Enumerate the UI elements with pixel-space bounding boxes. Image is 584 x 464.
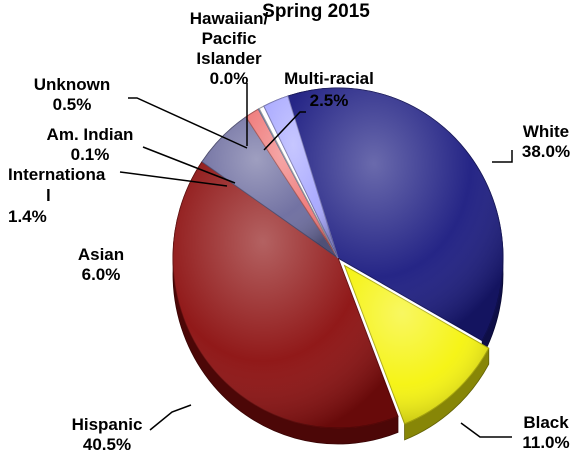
- slice-hawaiian-pacific-islander-label: Hawaiian/Pacific Islander: [190, 9, 269, 68]
- slice-hispanic-value-label: 40.5%: [83, 435, 131, 454]
- slice-international-leader-line: [119, 171, 228, 187]
- slice-international-label: Internationa l: [8, 165, 106, 205]
- slice-white-label: White: [523, 122, 569, 141]
- slice-hawaiian-pacific-islander-value-label: 0.0%: [210, 69, 249, 88]
- slice-asian-shading: [201, 116, 338, 258]
- chart-title: Spring 2015: [262, 1, 370, 22]
- slice-hispanic-label: Hispanic: [72, 415, 143, 434]
- slice-unknown-label: Unknown: [34, 75, 111, 94]
- slice-multi-racial-value-label: 2.5%: [310, 91, 349, 110]
- slice-am-indian-label: Am. Indian: [47, 125, 134, 144]
- slice-hispanic-shading: [173, 161, 398, 428]
- slice-am-indian-leader-line: [142, 146, 236, 184]
- slice-multi-racial-leader-line: [263, 111, 306, 151]
- slice-white-value-label: 38.0%: [522, 142, 570, 161]
- slice-black-label: Black: [523, 413, 569, 432]
- slice-black-value-label: 11.0%: [522, 433, 569, 452]
- slice-asian-label: Asian: [78, 245, 124, 264]
- slice-unknown-shading: [259, 106, 338, 258]
- slice-am-indian-value-label: 0.1%: [71, 145, 110, 164]
- slice-hispanic-leader-line: [149, 404, 192, 431]
- slice-international-shading: [245, 109, 338, 259]
- slice-unknown-value-label: 0.5%: [53, 95, 92, 114]
- slice-international-value-label: 1.4%: [8, 207, 47, 226]
- slice-black-shading: [344, 265, 489, 424]
- slice-unknown-leader-line: [128, 97, 248, 149]
- slice-multi-racial-label: Multi-racial: [284, 69, 374, 88]
- slice-white-leader-line: [492, 150, 513, 163]
- slice-multi-racial-shading: [263, 96, 338, 259]
- slice-black-leader-line: [460, 422, 512, 438]
- slice-white-shading: [287, 88, 503, 341]
- slice-asian-value-label: 6.0%: [82, 265, 121, 284]
